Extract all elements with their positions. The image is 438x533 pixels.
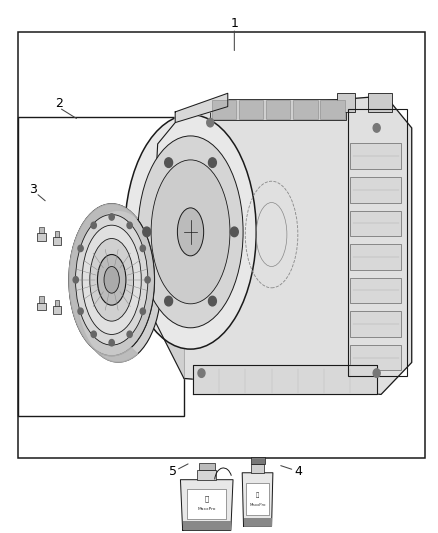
- Bar: [337, 93, 355, 112]
- Bar: [187, 489, 226, 519]
- Bar: [18, 32, 425, 458]
- Bar: [37, 233, 46, 241]
- Bar: [251, 457, 265, 464]
- Bar: [350, 177, 401, 203]
- Text: 4: 4: [294, 465, 302, 478]
- Text: MaxxPro: MaxxPro: [198, 507, 216, 511]
- Circle shape: [143, 227, 151, 237]
- Bar: [199, 463, 215, 470]
- Circle shape: [373, 369, 380, 377]
- Ellipse shape: [104, 266, 119, 293]
- Circle shape: [198, 369, 205, 377]
- Bar: [55, 231, 59, 237]
- Bar: [350, 311, 401, 337]
- Circle shape: [230, 227, 238, 237]
- Circle shape: [373, 124, 380, 132]
- Circle shape: [165, 296, 173, 306]
- Bar: [53, 306, 61, 314]
- Ellipse shape: [76, 211, 161, 362]
- Text: 3: 3: [29, 183, 37, 196]
- Ellipse shape: [69, 204, 154, 356]
- Bar: [350, 278, 401, 303]
- Circle shape: [127, 222, 132, 229]
- Circle shape: [140, 245, 145, 252]
- Circle shape: [140, 308, 145, 314]
- Text: 5: 5: [169, 465, 177, 478]
- Ellipse shape: [90, 239, 134, 321]
- Ellipse shape: [151, 160, 230, 304]
- Circle shape: [127, 331, 132, 337]
- Text: Ⓜ: Ⓜ: [205, 495, 209, 502]
- Bar: [197, 470, 216, 480]
- Circle shape: [109, 214, 114, 220]
- Ellipse shape: [97, 255, 126, 305]
- Text: 1: 1: [230, 18, 238, 30]
- Circle shape: [78, 245, 83, 252]
- Polygon shape: [184, 96, 412, 394]
- Polygon shape: [175, 93, 228, 123]
- Bar: [350, 211, 401, 236]
- Circle shape: [78, 308, 83, 314]
- Text: 2: 2: [55, 98, 63, 110]
- Ellipse shape: [69, 204, 154, 356]
- Text: MaxxPro: MaxxPro: [249, 503, 266, 507]
- Circle shape: [91, 331, 96, 337]
- Polygon shape: [193, 365, 377, 394]
- Bar: [239, 100, 263, 119]
- Circle shape: [73, 277, 78, 283]
- Bar: [183, 521, 231, 530]
- Polygon shape: [180, 480, 233, 530]
- Bar: [212, 100, 236, 119]
- Bar: [244, 518, 272, 526]
- Bar: [348, 109, 407, 376]
- Polygon shape: [69, 204, 138, 362]
- Circle shape: [207, 118, 214, 127]
- Bar: [320, 100, 345, 119]
- Bar: [53, 237, 61, 245]
- Text: Ⓜ: Ⓜ: [256, 493, 259, 498]
- Bar: [293, 100, 318, 119]
- Bar: [350, 345, 401, 370]
- Polygon shape: [149, 112, 184, 378]
- Ellipse shape: [138, 136, 243, 328]
- Bar: [55, 300, 59, 306]
- Bar: [18, 117, 184, 416]
- Circle shape: [165, 158, 173, 167]
- Bar: [266, 100, 290, 119]
- Circle shape: [91, 222, 96, 229]
- Bar: [37, 303, 46, 310]
- Circle shape: [145, 277, 150, 283]
- Bar: [39, 296, 44, 303]
- Bar: [251, 464, 264, 473]
- Polygon shape: [242, 473, 273, 526]
- Circle shape: [208, 296, 216, 306]
- Ellipse shape: [82, 225, 141, 335]
- Circle shape: [109, 340, 114, 346]
- Bar: [350, 244, 401, 270]
- Ellipse shape: [75, 215, 148, 345]
- Ellipse shape: [177, 208, 204, 256]
- Bar: [246, 483, 269, 515]
- Bar: [368, 93, 392, 112]
- Bar: [210, 99, 346, 120]
- Bar: [350, 143, 401, 169]
- Bar: [39, 227, 44, 233]
- Ellipse shape: [125, 115, 256, 349]
- Circle shape: [208, 158, 216, 167]
